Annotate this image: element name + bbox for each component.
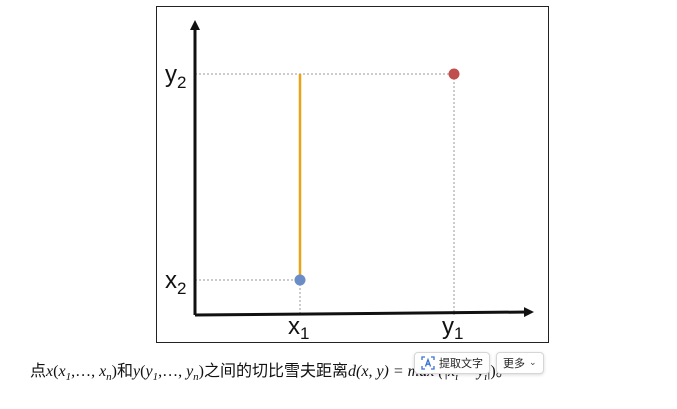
- caption-and: 和: [117, 363, 134, 380]
- caption-x: x: [46, 363, 54, 380]
- label-x1: x1: [288, 313, 309, 342]
- more-label: 更多: [503, 357, 525, 370]
- caption-paren: (: [53, 363, 59, 380]
- more-button[interactable]: 更多 ⌄: [496, 352, 544, 374]
- caption-sub: 1: [152, 371, 159, 384]
- point-y: [448, 68, 460, 80]
- extract-text-button[interactable]: 提取文字: [414, 352, 490, 374]
- caption-sep: ,…,: [158, 363, 187, 380]
- chebyshev-diagram: y2 x2 x1 y1: [156, 6, 549, 343]
- caption-sep: ,…,: [71, 363, 100, 380]
- caption-prefix: 点: [30, 363, 47, 380]
- chevron-down-icon: ⌄: [529, 358, 537, 368]
- label-y1: y1: [442, 313, 463, 342]
- caption-sub: i: [484, 371, 488, 384]
- caption-var: y: [186, 363, 194, 380]
- diagram-canvas: y2 x2 x1 y1: [165, 20, 534, 342]
- caption-paren: (: [140, 363, 146, 380]
- caption-var: y: [145, 363, 153, 380]
- caption-paren: ): [198, 363, 204, 380]
- caption-sub: n: [193, 371, 199, 384]
- caption-y: y: [133, 363, 141, 380]
- caption-sub: n: [106, 371, 112, 384]
- text-recognition-icon: [421, 356, 435, 370]
- caption-sub: i: [455, 371, 459, 384]
- label-y2: y2: [165, 61, 186, 92]
- extract-text-label: 提取文字: [439, 357, 483, 370]
- caption-var: x: [99, 363, 107, 380]
- caption-middle: 之间的切比雪夫距离: [204, 363, 349, 380]
- point-x: [294, 274, 306, 286]
- floating-toolbar: 提取文字 更多 ⌄: [414, 352, 544, 374]
- caption-paren: ): [111, 363, 117, 380]
- caption-sub: 1: [65, 371, 72, 384]
- label-x2: x2: [165, 267, 186, 298]
- caption-var: x: [58, 363, 66, 380]
- x-axis: [194, 307, 534, 318]
